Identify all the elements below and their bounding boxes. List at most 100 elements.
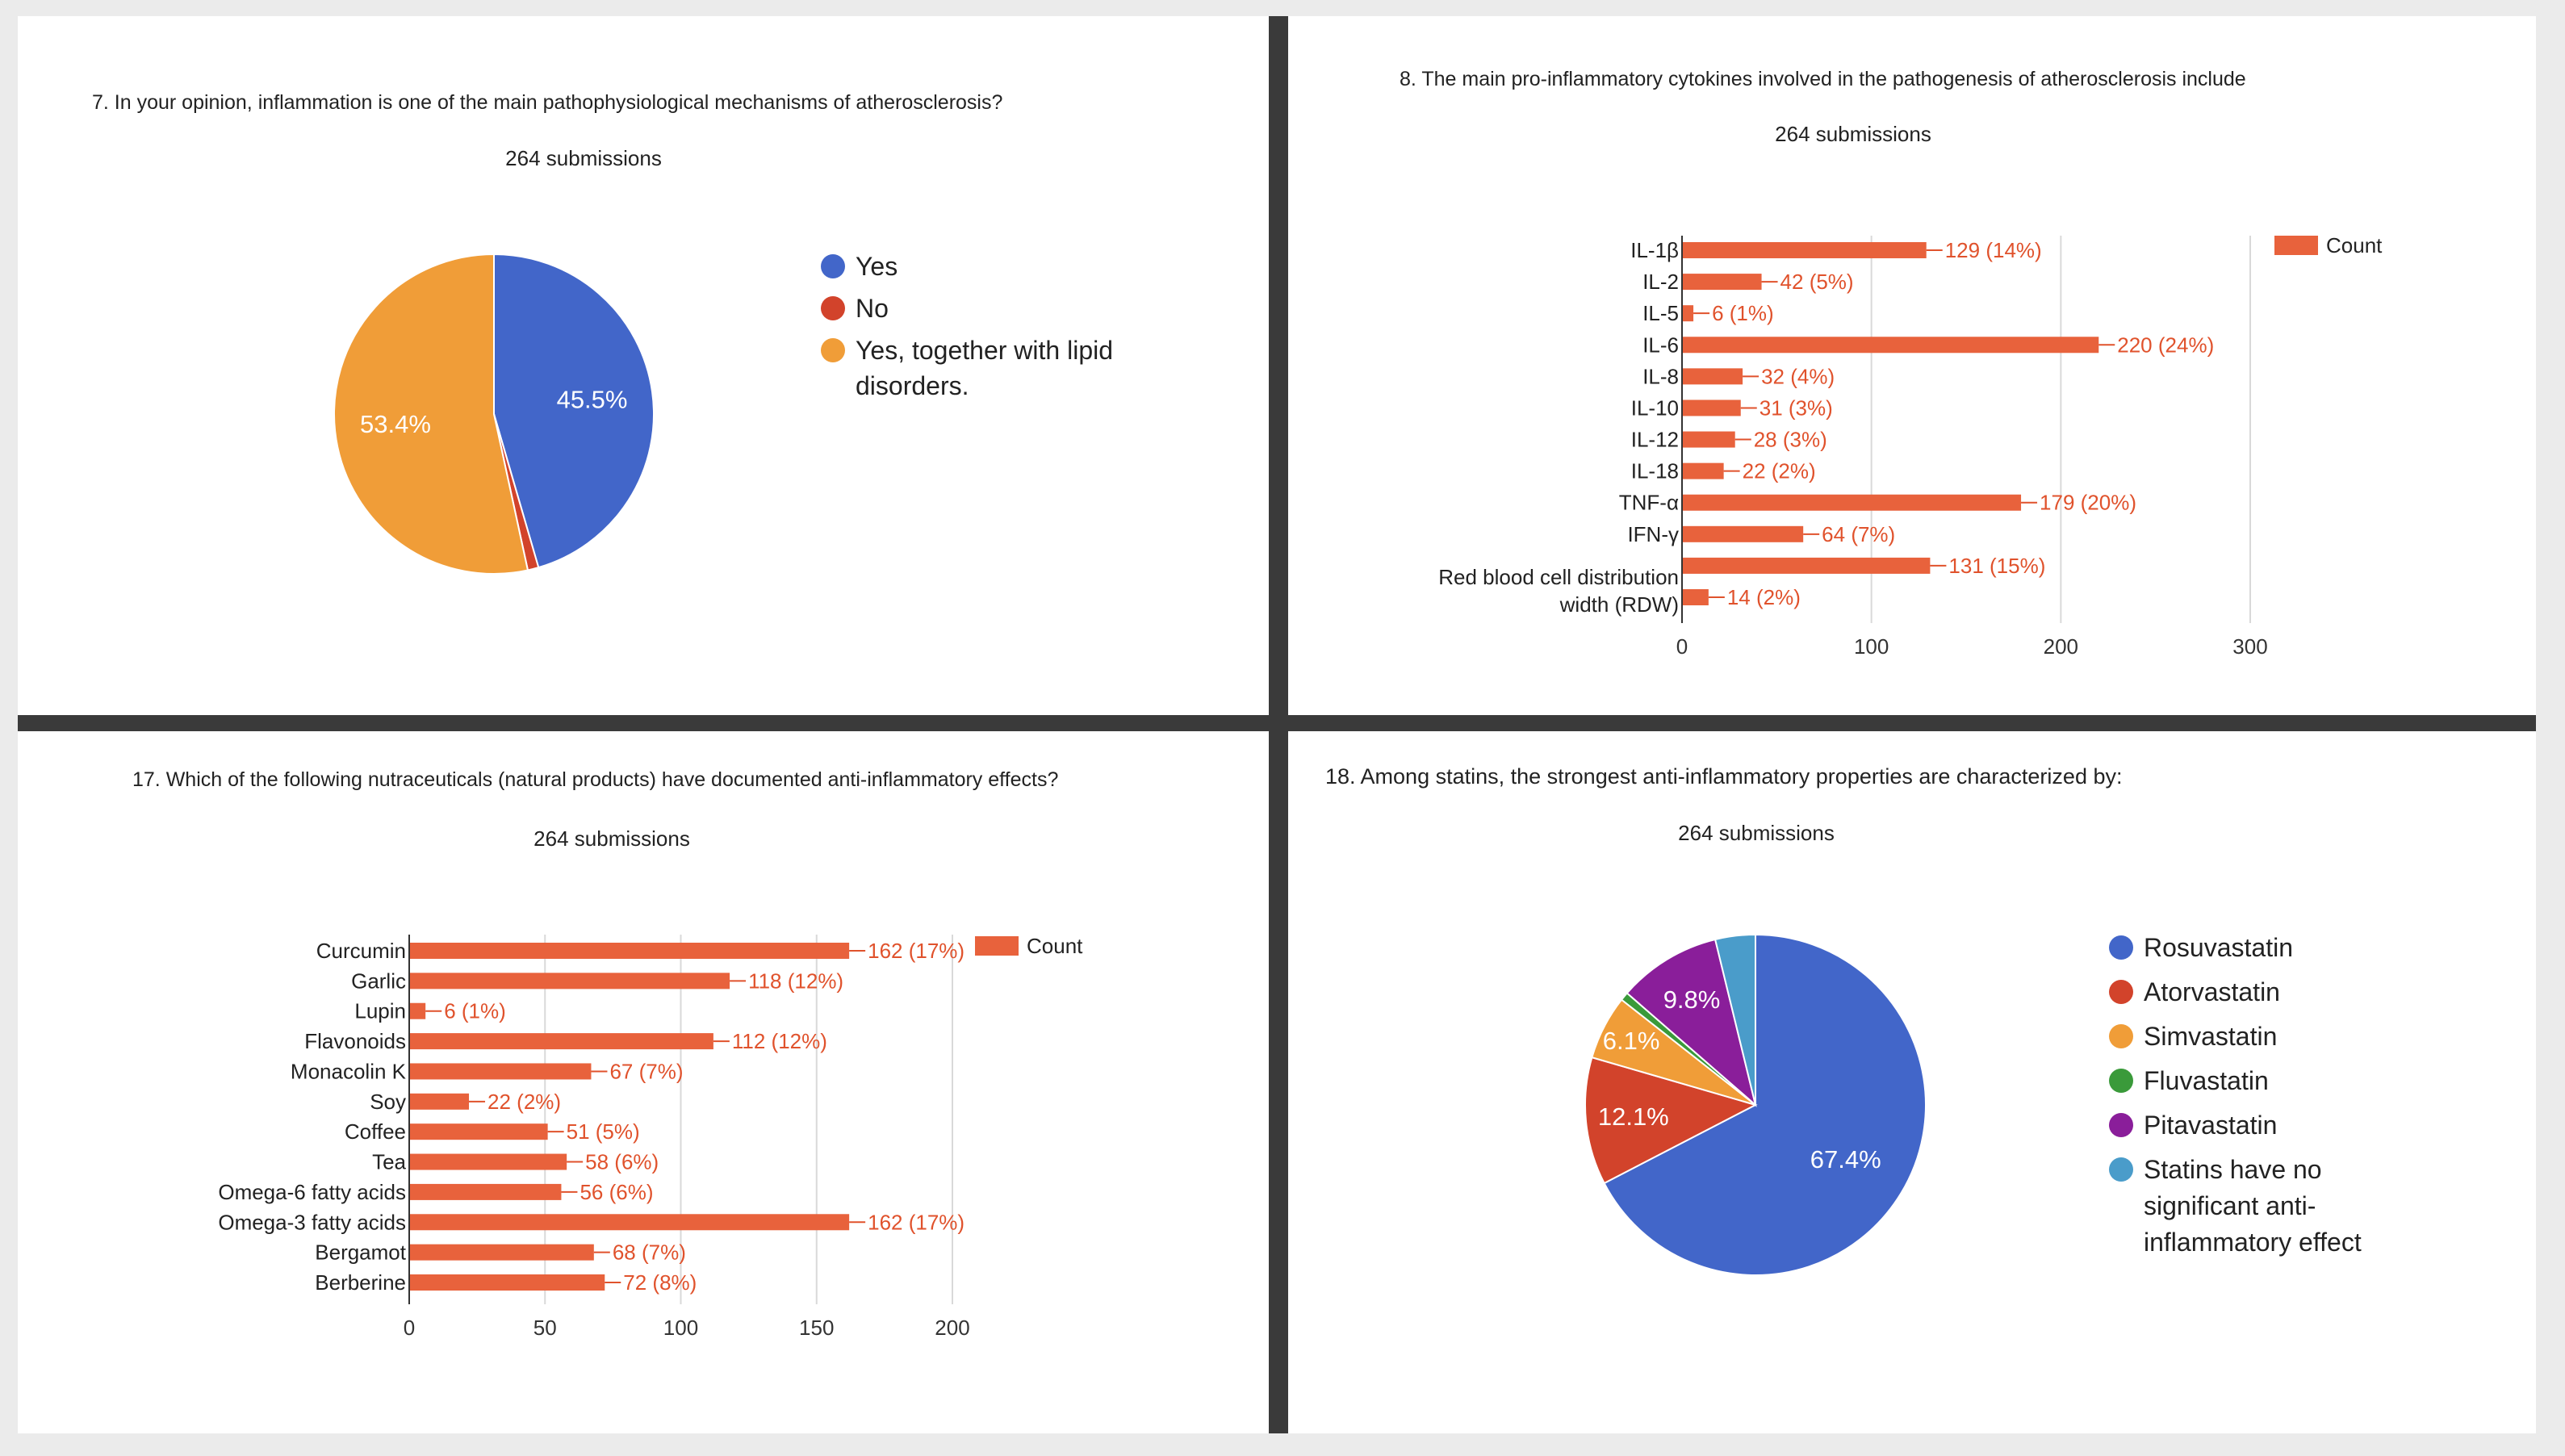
data-label: 58 (6%): [585, 1150, 659, 1174]
data-label: 6 (1%): [1712, 301, 1774, 325]
chart-subtitle: 264 submissions: [534, 826, 690, 851]
legend-label: No: [856, 294, 889, 323]
category-label: Bergamot: [315, 1241, 406, 1265]
bar: [409, 1002, 426, 1019]
category-label: TNF-α: [1619, 491, 1679, 515]
data-label: 22 (2%): [487, 1090, 561, 1114]
bar: [1682, 242, 1927, 258]
chart-subtitle: 264 submissions: [505, 146, 662, 170]
legend-label: Statins have no: [2144, 1155, 2322, 1184]
legend-label: Simvastatin: [2144, 1022, 2277, 1051]
chart-subtitle: 264 submissions: [1678, 821, 1835, 845]
data-label: 118 (12%): [748, 969, 843, 993]
category-label: IL-6: [1642, 333, 1679, 357]
pie-slice: [1603, 933, 1927, 1276]
bar: [1682, 557, 1931, 574]
slice-label: 67.4%: [1810, 1145, 1881, 1174]
category-label: Garlic: [351, 969, 406, 993]
chart-title: 17. Which of the following nutraceutical…: [132, 768, 1058, 791]
panel-q7: 7. In your opinion, inflammation is one …: [18, 16, 1269, 715]
legend-swatch: [2274, 236, 2318, 255]
category-label: Tea: [372, 1150, 406, 1174]
legend-label: Atorvastatin: [2144, 977, 2280, 1006]
category-label: IL-12: [1631, 428, 1679, 452]
bar: [1682, 525, 1804, 542]
legend-swatch: [821, 254, 845, 278]
category-label: IFN-γ: [1627, 522, 1679, 546]
category-label: Monacolin K: [291, 1059, 407, 1083]
legend-swatch: [821, 296, 845, 320]
category-label: IL-5: [1642, 301, 1679, 325]
bar: [1682, 400, 1741, 416]
legend-label: Count: [2326, 233, 2383, 257]
category-label: IL-1β: [1630, 238, 1679, 262]
data-label: 129 (14%): [1945, 238, 2042, 262]
category-label: IL-8: [1642, 364, 1679, 388]
bar: [409, 973, 730, 989]
x-tick-label: 150: [799, 1316, 834, 1340]
bar: [1682, 305, 1694, 322]
pie-slice: [333, 253, 529, 575]
x-tick-label: 300: [2232, 634, 2267, 659]
chart-q18-pie: 18. Among statins, the strongest anti-in…: [1325, 764, 2362, 1276]
legend-swatch: [2109, 935, 2133, 960]
chart-title: 8. The main pro-inflammatory cytokines i…: [1400, 68, 2246, 90]
bar: [1682, 368, 1743, 385]
data-label: 162 (17%): [868, 1210, 964, 1234]
data-label: 220 (24%): [2117, 333, 2214, 357]
data-label: 64 (7%): [1822, 522, 1895, 546]
legend-label: inflammatory effect: [2144, 1228, 2362, 1257]
legend-label: Yes, together with lipid: [856, 336, 1113, 365]
pie-slice: [1584, 1056, 1758, 1185]
bar: [409, 1153, 567, 1170]
slice-label: 12.1%: [1598, 1102, 1669, 1131]
data-label: 162 (17%): [868, 939, 964, 963]
x-tick-label: 0: [404, 1316, 415, 1340]
data-label: 51 (5%): [567, 1119, 640, 1144]
chart-title: 7. In your opinion, inflammation is one …: [92, 91, 1002, 114]
slice-label: 9.8%: [1663, 985, 1721, 1014]
legend-label: Yes: [856, 252, 898, 281]
bar: [409, 1033, 713, 1050]
data-label: 22 (2%): [1743, 459, 1816, 483]
data-label: 67 (7%): [609, 1059, 683, 1083]
legend-swatch: [2109, 1024, 2133, 1048]
x-tick-label: 100: [663, 1316, 698, 1340]
legend-swatch: [2109, 1069, 2133, 1093]
category-label: Curcumin: [316, 939, 406, 963]
category-label: Soy: [370, 1090, 406, 1114]
bar: [409, 943, 850, 959]
legend-swatch: [2109, 980, 2133, 1004]
bar: [409, 1214, 850, 1231]
data-label: 112 (12%): [732, 1029, 827, 1053]
x-tick-label: 100: [1854, 634, 1889, 659]
bar: [409, 1063, 592, 1080]
category-label: IL-2: [1642, 270, 1679, 294]
bar: [1682, 462, 1724, 479]
legend-label: Count: [1027, 934, 1083, 958]
bar: [1682, 337, 2099, 354]
category-label: width (RDW): [1559, 592, 1679, 617]
pie-slice: [1626, 938, 1757, 1107]
category-label: Omega-3 fatty acids: [218, 1210, 406, 1234]
legend-label: Pitavastatin: [2144, 1111, 2277, 1140]
chart-q17-bar: 17. Which of the following nutraceutical…: [132, 768, 1083, 1340]
data-label: 6 (1%): [444, 999, 506, 1023]
legend-swatch: [975, 936, 1019, 956]
panel-q17: 17. Which of the following nutraceutical…: [18, 731, 1269, 1433]
category-label: Berberine: [315, 1270, 406, 1295]
bar: [409, 1244, 594, 1261]
data-label: 42 (5%): [1780, 270, 1854, 294]
x-tick-label: 200: [2044, 634, 2078, 659]
pie-slice: [493, 253, 655, 569]
bar: [1682, 494, 2022, 511]
category-label: Flavonoids: [304, 1029, 406, 1053]
slice-label: 53.4%: [360, 410, 431, 438]
panel-q18: 18. Among statins, the strongest anti-in…: [1288, 731, 2536, 1433]
x-tick-label: 200: [935, 1316, 969, 1340]
category-label: Omega-6 fatty acids: [218, 1180, 406, 1204]
legend-swatch: [2109, 1157, 2133, 1182]
legend-swatch: [2109, 1113, 2133, 1137]
pie-slice: [1713, 933, 1756, 1106]
